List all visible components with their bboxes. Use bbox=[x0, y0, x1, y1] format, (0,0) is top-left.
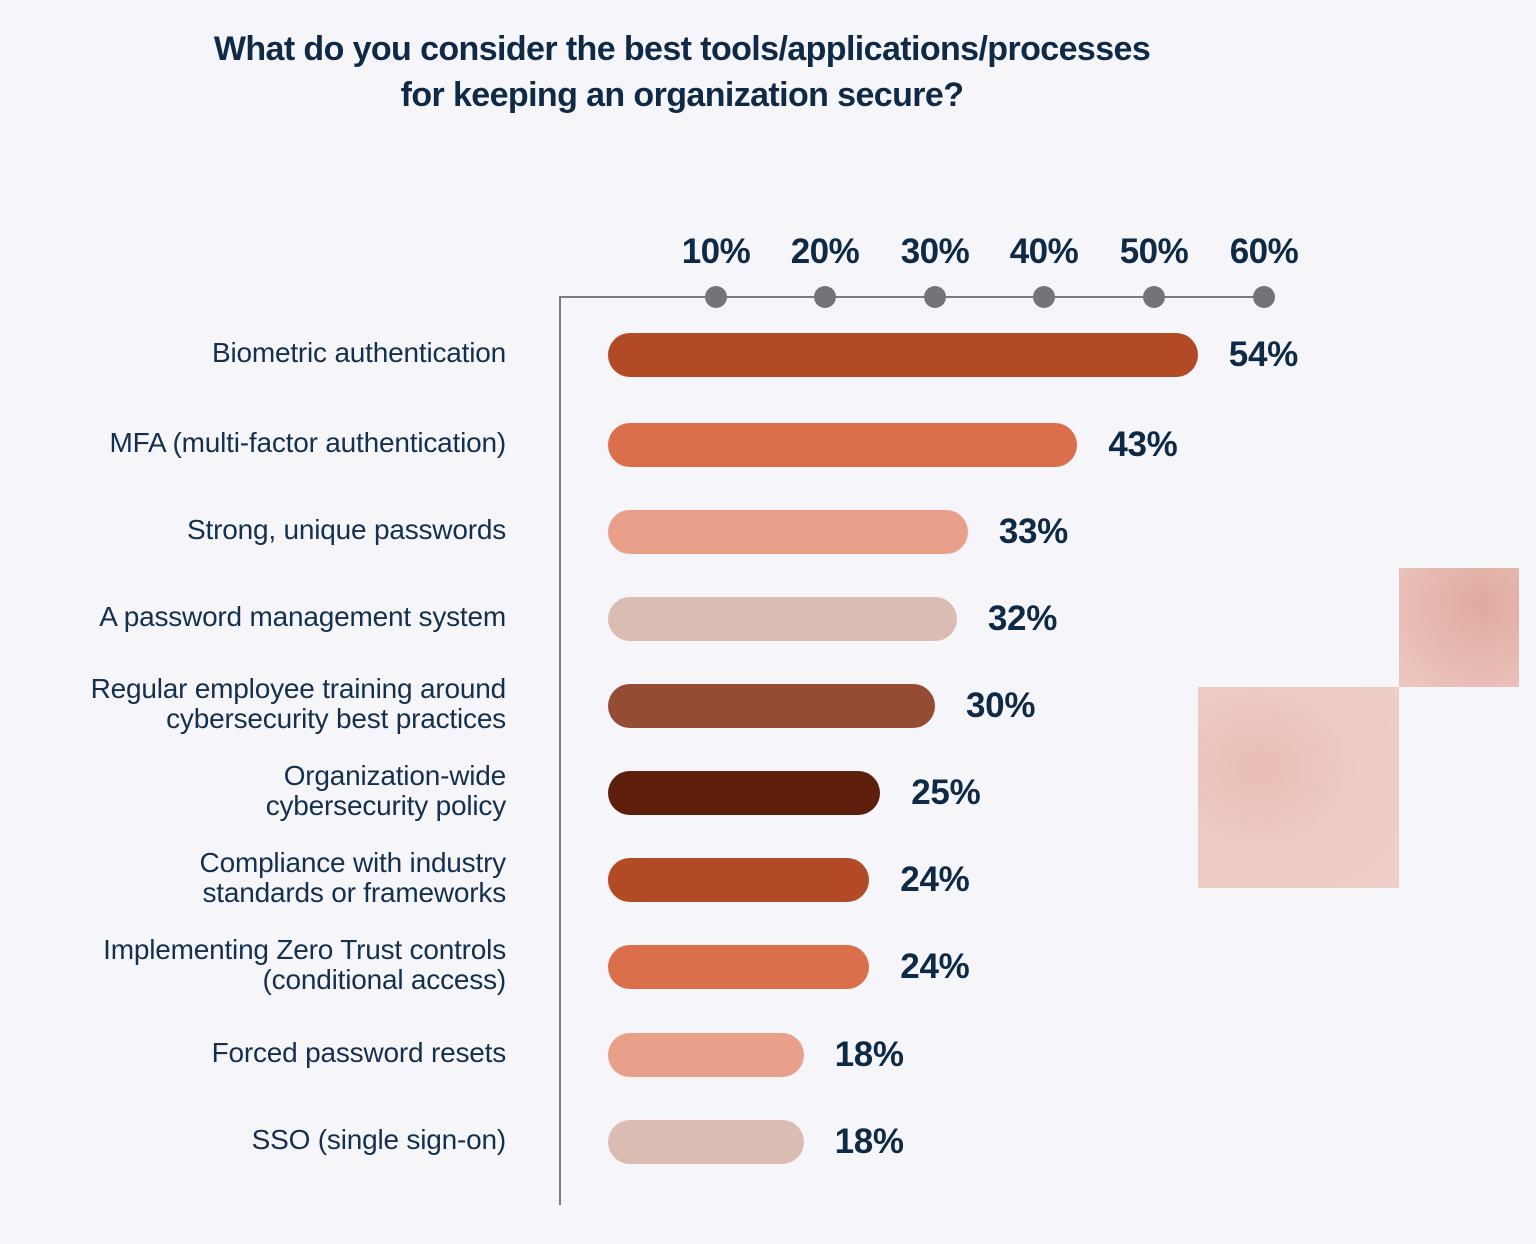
x-tick-dot bbox=[1253, 286, 1275, 308]
value-label: 30% bbox=[966, 686, 1036, 725]
category-label-line: Implementing Zero Trust controls bbox=[103, 934, 506, 965]
chart-title-line-1: What do you consider the best tools/appl… bbox=[213, 30, 1151, 68]
category-label: MFA (multi-factor authentication) bbox=[6, 427, 507, 458]
category-label: Implementing Zero Trust controls (conditi… bbox=[6, 935, 506, 995]
bar bbox=[608, 771, 881, 815]
decorative-square-small bbox=[1399, 568, 1519, 687]
category-label-line: Biometric authentication bbox=[211, 337, 506, 368]
category-label-line: SSO (single sign-on) bbox=[251, 1124, 507, 1155]
decorative-square-large bbox=[1198, 687, 1399, 888]
bar bbox=[608, 423, 1078, 467]
chart-title-line-2: for keeping an organization secure? bbox=[400, 76, 964, 114]
category-label: Strong, unique passwords bbox=[6, 515, 506, 545]
value-label: 25% bbox=[911, 773, 981, 812]
y-axis-line bbox=[559, 296, 561, 1205]
category-label-line: (conditional access) bbox=[262, 964, 507, 995]
category-label: Biometric authentication bbox=[6, 338, 506, 368]
bar bbox=[608, 510, 968, 554]
value-label: 24% bbox=[900, 860, 970, 899]
value-label: 24% bbox=[900, 947, 970, 986]
x-tick-label: 30% bbox=[900, 232, 970, 271]
x-tick-dot bbox=[705, 286, 727, 308]
x-tick-label: 60% bbox=[1229, 232, 1299, 271]
x-axis-line bbox=[559, 296, 1265, 298]
x-tick-dot bbox=[924, 286, 946, 308]
value-label: 54% bbox=[1228, 335, 1298, 374]
category-label-line: Organization-wide bbox=[283, 760, 506, 791]
x-tick-label: 50% bbox=[1119, 232, 1189, 271]
value-label: 18% bbox=[834, 1122, 904, 1161]
bar bbox=[608, 1033, 804, 1077]
category-label: Forced password resets bbox=[6, 1037, 507, 1068]
category-label: SSO (single sign-on) bbox=[6, 1124, 507, 1155]
category-label-line: Regular employee training around bbox=[90, 673, 507, 704]
category-label-line: Strong, unique passwords bbox=[187, 514, 506, 545]
value-label: 18% bbox=[834, 1035, 904, 1074]
category-label-line: cybersecurity policy bbox=[265, 790, 507, 821]
bar bbox=[608, 858, 870, 902]
value-label: 32% bbox=[987, 599, 1058, 638]
category-label-line: Compliance with industry bbox=[199, 847, 507, 878]
category-label-line: cybersecurity best practices bbox=[166, 703, 506, 734]
value-label: 33% bbox=[998, 512, 1068, 551]
x-tick-label: 20% bbox=[790, 232, 860, 271]
category-label: Compliance with industry standards or fra… bbox=[6, 847, 507, 908]
bar bbox=[608, 597, 957, 641]
x-tick-label: 10% bbox=[681, 232, 751, 271]
category-label: A password management system bbox=[6, 602, 506, 632]
chart-title: What do you consider the best tools/appl… bbox=[0, 26, 1364, 118]
bar bbox=[608, 1120, 804, 1164]
category-label: Organization-wide cybersecurity policy bbox=[6, 760, 507, 821]
x-tick-label: 40% bbox=[1009, 232, 1079, 271]
x-tick-dot bbox=[1143, 286, 1165, 308]
category-label-line: MFA (multi-factor authentication) bbox=[109, 427, 507, 458]
x-tick-dot bbox=[1033, 286, 1055, 308]
bar bbox=[608, 684, 935, 728]
category-label-line: A password management system bbox=[99, 601, 506, 632]
bar bbox=[608, 945, 870, 989]
x-tick-dot bbox=[814, 286, 836, 308]
category-label-line: standards or frameworks bbox=[202, 877, 506, 908]
category-label-line: Forced password resets bbox=[211, 1037, 507, 1068]
bar bbox=[608, 333, 1198, 377]
value-label: 43% bbox=[1108, 425, 1178, 464]
category-label: Regular employee training around cybersec… bbox=[6, 673, 507, 734]
